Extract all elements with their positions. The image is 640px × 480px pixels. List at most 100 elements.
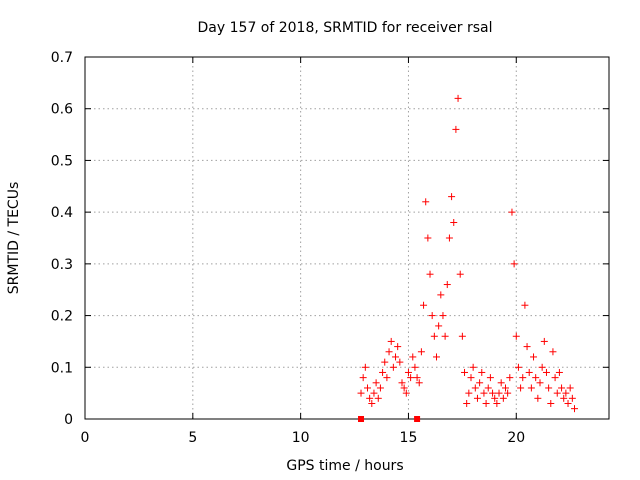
data-point <box>409 353 417 361</box>
data-point <box>493 399 501 407</box>
data-point <box>407 374 415 382</box>
data-point <box>568 394 576 402</box>
plot-frame <box>84 56 610 420</box>
data-point <box>536 379 544 387</box>
data-point <box>400 384 408 392</box>
data-point <box>454 94 462 102</box>
data-point <box>504 389 512 397</box>
data-point <box>467 374 475 382</box>
gap-markers <box>358 416 421 422</box>
data-points <box>357 94 578 413</box>
data-point <box>564 399 572 407</box>
data-point <box>558 384 566 392</box>
data-point <box>547 399 555 407</box>
data-point <box>424 234 432 242</box>
x-tick-labels: 0 5 10 15 20 <box>81 430 526 446</box>
data-point <box>538 363 546 371</box>
data-point <box>368 399 376 407</box>
data-point <box>417 348 425 356</box>
data-point <box>480 389 488 397</box>
data-point <box>519 374 527 382</box>
data-point <box>549 348 557 356</box>
data-point <box>452 125 460 133</box>
gridlines <box>85 57 609 419</box>
data-point <box>461 368 469 376</box>
data-point <box>394 343 402 351</box>
data-point <box>499 394 507 402</box>
x-tick-label: 10 <box>292 430 310 446</box>
data-point <box>463 399 471 407</box>
y-tick-label: 0.6 <box>51 102 73 118</box>
data-point <box>376 384 384 392</box>
data-point <box>456 270 464 278</box>
data-point <box>432 353 440 361</box>
gap-marker <box>414 416 421 422</box>
data-point <box>443 281 451 289</box>
data-point <box>469 363 477 371</box>
y-tick-label: 0.7 <box>51 50 73 66</box>
data-point <box>506 374 514 382</box>
data-point <box>389 363 397 371</box>
data-point <box>540 337 548 345</box>
data-point <box>562 389 570 397</box>
data-point <box>441 332 449 340</box>
data-point <box>501 384 509 392</box>
data-point <box>458 332 466 340</box>
data-point <box>413 374 421 382</box>
data-point <box>422 198 430 206</box>
data-point <box>570 405 578 413</box>
data-point <box>450 218 458 226</box>
y-tick-label: 0.2 <box>51 309 73 325</box>
data-point <box>551 374 559 382</box>
data-point <box>491 394 499 402</box>
data-point <box>430 332 438 340</box>
data-point <box>510 260 518 268</box>
data-point <box>363 384 371 392</box>
data-point <box>411 363 419 371</box>
data-point <box>439 312 447 320</box>
data-point <box>486 374 494 382</box>
data-point <box>372 379 380 387</box>
data-point <box>465 389 473 397</box>
data-point <box>508 208 516 216</box>
data-point <box>359 374 367 382</box>
data-point <box>566 384 574 392</box>
y-tick-label: 0 <box>64 412 73 428</box>
data-point <box>398 379 406 387</box>
y-tick-label: 0.4 <box>51 205 73 221</box>
data-point <box>361 363 369 371</box>
x-tick-label: 20 <box>507 430 525 446</box>
y-tick-labels: 0 0.1 0.2 0.3 0.4 0.5 0.6 0.7 <box>51 50 73 428</box>
data-point <box>415 379 423 387</box>
data-point <box>437 291 445 299</box>
data-point <box>517 384 525 392</box>
x-tick-label: 0 <box>81 430 90 446</box>
data-point <box>385 348 393 356</box>
data-point <box>357 389 365 397</box>
data-point <box>404 368 412 376</box>
data-point <box>555 368 563 376</box>
x-axis-label: GPS time / hours <box>286 458 403 474</box>
x-tick-label: 15 <box>400 430 418 446</box>
data-point <box>402 389 410 397</box>
data-point <box>473 394 481 402</box>
data-point <box>366 394 374 402</box>
data-point <box>471 384 479 392</box>
data-point <box>374 394 382 402</box>
data-point <box>428 312 436 320</box>
data-point <box>489 389 497 397</box>
data-point <box>525 368 533 376</box>
data-point <box>484 384 492 392</box>
axis-ticks <box>84 56 609 420</box>
data-point <box>420 301 428 309</box>
data-point <box>497 379 505 387</box>
data-point <box>379 368 387 376</box>
y-axis-label: SRMTID / TECUs <box>6 182 22 295</box>
data-point <box>514 363 522 371</box>
data-point <box>560 394 568 402</box>
data-point <box>396 358 404 366</box>
data-point <box>530 353 538 361</box>
data-point <box>476 379 484 387</box>
data-point <box>387 337 395 345</box>
